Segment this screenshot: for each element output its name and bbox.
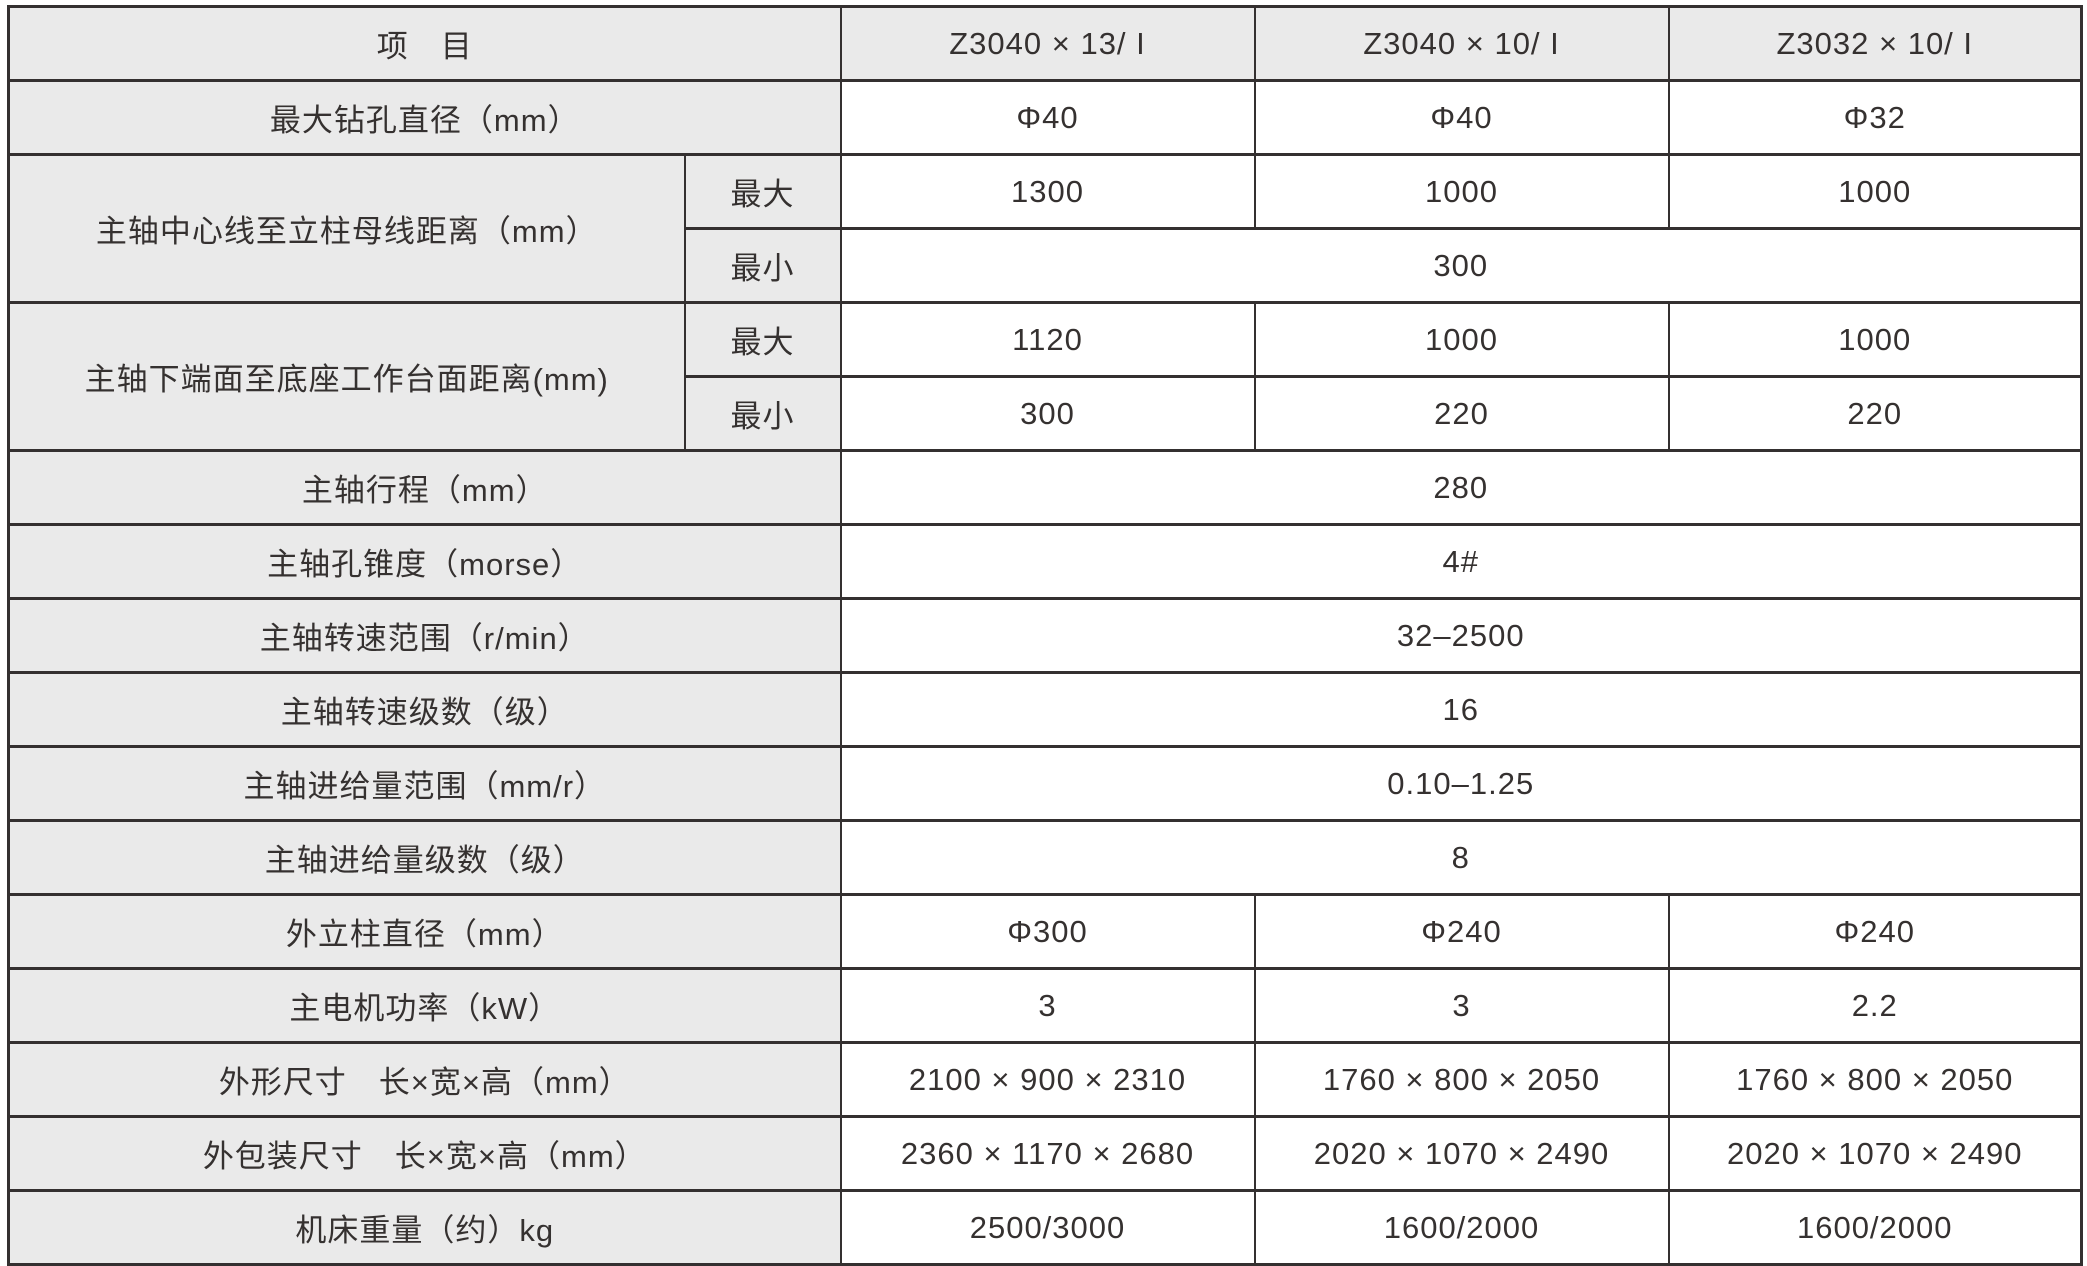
table-row: 主轴转速级数（级） 16 [7, 671, 2083, 748]
value-cell: 1600/2000 [1253, 1189, 1670, 1266]
table-row: 外形尺寸 长×宽×高（mm） 2100 × 900 × 2310 1760 × … [7, 1041, 2083, 1118]
row-label-cell: 主轴进给量级数（级） [7, 819, 842, 896]
value-cell: 2020 × 1070 × 2490 [1253, 1115, 1670, 1192]
value-cell: Φ32 [1667, 79, 2083, 156]
table-row: 主轴进给量级数（级） 8 [7, 819, 2083, 896]
value-cell: 1600/2000 [1667, 1189, 2083, 1266]
sub-label-cell: 最大 [683, 301, 842, 378]
span-value-cell: 8 [839, 819, 2083, 896]
value-cell: 2100 × 900 × 2310 [839, 1041, 1256, 1118]
value-cell: Φ40 [1253, 79, 1670, 156]
row-label-cell: 主轴转速范围（r/min） [7, 597, 842, 674]
value-cell: Φ240 [1253, 893, 1670, 970]
row-label-cell: 主轴转速级数（级） [7, 671, 842, 748]
table-row: 外立柱直径（mm） Φ300 Φ240 Φ240 [7, 893, 2083, 970]
value-cell: 2500/3000 [839, 1189, 1256, 1266]
table-row: 主轴进给量范围（mm/r） 0.10–1.25 [7, 745, 2083, 822]
item-header-cell: 项 目 [7, 5, 842, 82]
row-label-cell: 主轴中心线至立柱母线距离（mm） [7, 153, 686, 304]
table-row: 最大钻孔直径（mm） Φ40 Φ40 Φ32 [7, 79, 2083, 156]
value-cell: Φ300 [839, 893, 1256, 970]
value-cell: 1000 [1253, 153, 1670, 230]
span-value-cell: 16 [839, 671, 2083, 748]
table-row: 主电机功率（kW） 3 3 2.2 [7, 967, 2083, 1044]
sub-label-cell: 最小 [683, 375, 842, 452]
table-row: 主轴下端面至底座工作台面距离(mm) 最大 1120 1000 1000 [7, 301, 2083, 452]
span-value-cell: 32–2500 [839, 597, 2083, 674]
value-cell: 3 [1253, 967, 1670, 1044]
table-row: 外包装尺寸 长×宽×高（mm） 2360 × 1170 × 2680 2020 … [7, 1115, 2083, 1192]
spec-table: 项 目 Z3040 × 13/ I Z3040 × 10/ I Z3032 × … [7, 5, 2083, 1266]
value-cell: 1300 [839, 153, 1256, 230]
row-label-cell: 主轴行程（mm） [7, 449, 842, 526]
row-label-cell: 最大钻孔直径（mm） [7, 79, 842, 156]
model-header-cell: Z3040 × 10/ I [1253, 5, 1670, 82]
value-cell: Φ40 [839, 79, 1256, 156]
model-header-cell: Z3040 × 13/ I [839, 5, 1256, 82]
value-cell: 1760 × 800 × 2050 [1667, 1041, 2083, 1118]
value-cell: 1000 [1667, 153, 2083, 230]
value-cell: Φ240 [1667, 893, 2083, 970]
row-label-cell: 主电机功率（kW） [7, 967, 842, 1044]
value-cell: 2.2 [1667, 967, 2083, 1044]
row-label-cell: 外立柱直径（mm） [7, 893, 842, 970]
span-value-cell: 280 [839, 449, 2083, 526]
row-label-cell: 外形尺寸 长×宽×高（mm） [7, 1041, 842, 1118]
span-value-cell: 0.10–1.25 [839, 745, 2083, 822]
value-cell: 1760 × 800 × 2050 [1253, 1041, 1670, 1118]
table-row: 主轴转速范围（r/min） 32–2500 [7, 597, 2083, 674]
value-cell: 1000 [1253, 301, 1670, 378]
span-value-cell: 300 [839, 227, 2083, 304]
row-label-cell: 机床重量（约）kg [7, 1189, 842, 1266]
table-row: 机床重量（约）kg 2500/3000 1600/2000 1600/2000 [7, 1189, 2083, 1266]
value-cell: 2360 × 1170 × 2680 [839, 1115, 1256, 1192]
value-cell: 300 [839, 375, 1256, 452]
sub-label-cell: 最大 [683, 153, 842, 230]
row-label-cell: 主轴进给量范围（mm/r） [7, 745, 842, 822]
model-header-cell: Z3032 × 10/ I [1667, 5, 2083, 82]
value-cell: 2020 × 1070 × 2490 [1667, 1115, 2083, 1192]
table-row: 最小 300 220 220 [9, 375, 2083, 452]
sub-label-cell: 最小 [683, 227, 842, 304]
table-row: 主轴中心线至立柱母线距离（mm） 最大 1300 1000 1000 [7, 153, 2083, 304]
value-cell: 1000 [1667, 301, 2083, 378]
value-cell: 220 [1667, 375, 2083, 452]
table-row: 最小 300 [9, 227, 2083, 304]
header-row: 项 目 Z3040 × 13/ I Z3040 × 10/ I Z3032 × … [7, 5, 2083, 82]
value-cell: 1120 [839, 301, 1256, 378]
table-row: 主轴孔锥度（morse） 4# [7, 523, 2083, 600]
span-value-cell: 4# [839, 523, 2083, 600]
value-cell: 3 [839, 967, 1256, 1044]
row-label-cell: 主轴下端面至底座工作台面距离(mm) [7, 301, 686, 452]
row-label-cell: 外包装尺寸 长×宽×高（mm） [7, 1115, 842, 1192]
row-label-cell: 主轴孔锥度（morse） [7, 523, 842, 600]
table-row: 主轴行程（mm） 280 [7, 449, 2083, 526]
value-cell: 220 [1253, 375, 1670, 452]
